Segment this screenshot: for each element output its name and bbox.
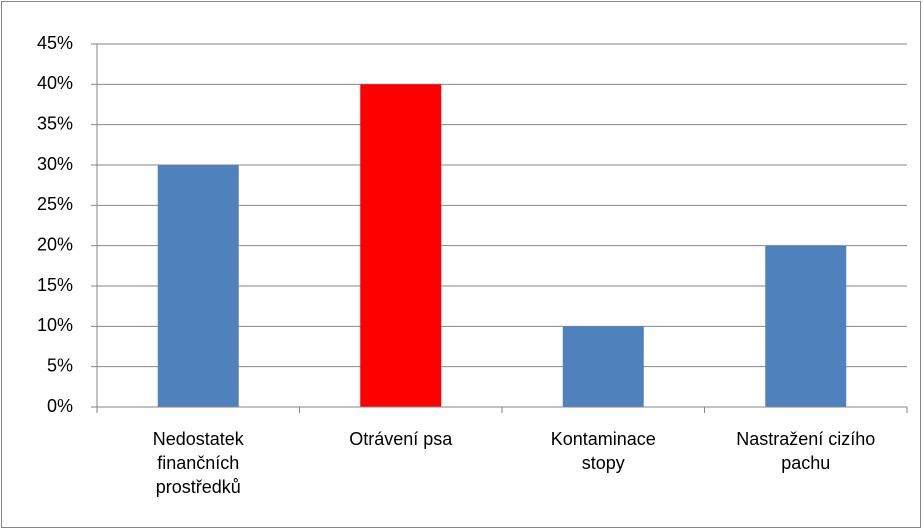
x-label-box: Kontaminace stopy <box>550 429 656 473</box>
x-tick-label: Nedostatek finančních prostředků <box>152 429 244 497</box>
x-label-box: Nedostatek finančních prostředků <box>152 429 244 497</box>
y-tick-label: 25% <box>37 194 73 214</box>
x-tick-label: Kontaminace stopy <box>550 429 656 473</box>
y-tick-label: 45% <box>37 33 73 53</box>
y-tick-label: 5% <box>47 355 73 375</box>
y-tick-label: 20% <box>37 234 73 254</box>
x-tick-label: Nastražení cizího pachu <box>736 429 876 473</box>
x-label-box: Nastražení cizího pachu <box>736 429 876 473</box>
y-tick-label: 10% <box>37 315 73 335</box>
bar <box>765 245 847 407</box>
y-tick-label: 0% <box>47 396 73 416</box>
y-tick-label: 30% <box>37 154 73 174</box>
x-tick-label: Otrávení psa <box>349 429 453 449</box>
y-tick-label: 35% <box>37 113 73 133</box>
y-tick-label: 15% <box>37 275 73 295</box>
y-tick-label: 40% <box>37 73 73 93</box>
bar <box>562 326 644 407</box>
bar <box>360 84 442 407</box>
bar <box>157 165 239 407</box>
x-label-box: Otrávení psa <box>349 429 453 449</box>
